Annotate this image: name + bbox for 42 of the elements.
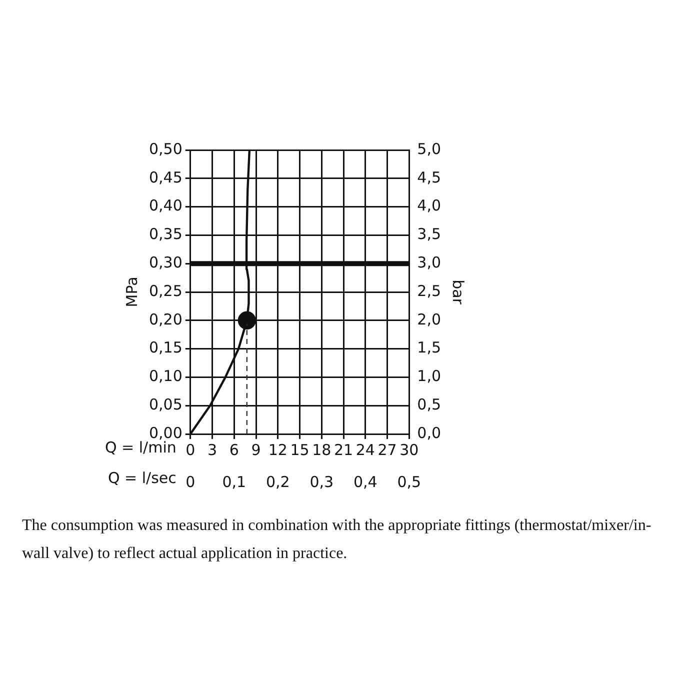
x-tick-label: 21 <box>334 440 354 459</box>
x2-axis-title: Q = l/sec <box>108 468 176 487</box>
y2-tick-label: 4,0 <box>417 196 442 215</box>
y2-tick-label: 2,0 <box>417 310 442 328</box>
y-tick-label: 0,45 <box>148 168 182 186</box>
y2-tick-label: 2,5 <box>417 282 442 300</box>
y2-tick-label: 3,5 <box>417 225 442 244</box>
x2-tick-label: 0,4 <box>353 472 378 491</box>
y-tick-label: 0,25 <box>148 282 182 300</box>
x-tick-label: 3 <box>208 440 218 459</box>
x-tick-label: 6 <box>229 440 239 459</box>
x-tick-label: 12 <box>268 440 288 459</box>
y2-tick-label: 3,0 <box>417 253 442 272</box>
x2-tick-label: 0,2 <box>266 472 290 491</box>
x-tick-label: 30 <box>400 440 419 459</box>
y2-tick-label: 5,0 <box>417 140 442 158</box>
x-tick-label: 27 <box>378 440 397 459</box>
y-tick-label: 0,15 <box>148 338 182 357</box>
x2-tick-label: 0 <box>186 472 196 491</box>
y2-tick-label: 1,0 <box>417 367 442 386</box>
y2-axis-title: bar <box>449 280 468 306</box>
y-tick-label: 0,50 <box>148 140 182 158</box>
y2-tick-label: 0,5 <box>417 395 442 414</box>
x2-tick-label: 0,1 <box>222 472 246 491</box>
y2-tick-label: 0,0 <box>417 424 442 442</box>
x-tick-label: 18 <box>312 440 332 459</box>
y-tick-label: 0,30 <box>148 253 182 272</box>
y-tick-label: 0,40 <box>148 196 182 215</box>
y-axis-title: MPa <box>122 276 141 308</box>
y-tick-label: 0,10 <box>148 367 182 386</box>
y-tick-label: 0,35 <box>148 225 182 244</box>
x2-tick-label: 0,3 <box>310 472 334 491</box>
y2-tick-label: 4,5 <box>417 168 442 186</box>
x-tick-label: 9 <box>251 440 261 459</box>
x-tick-label: 15 <box>290 440 310 459</box>
x-tick-label: 0 <box>186 440 196 459</box>
text: The consumption was measured in combination with the appropriate fittings (thermostat/mixer/in-wall valve) to reflect actual application in practice. <box>22 516 652 564</box>
x-tick-label: 24 <box>356 440 375 459</box>
y2-tick-label: 1,5 <box>417 338 442 357</box>
y-tick-label: 0,05 <box>148 395 182 414</box>
y-tick-label: 0,20 <box>148 310 182 328</box>
x2-tick-label: 0,5 <box>397 472 422 491</box>
